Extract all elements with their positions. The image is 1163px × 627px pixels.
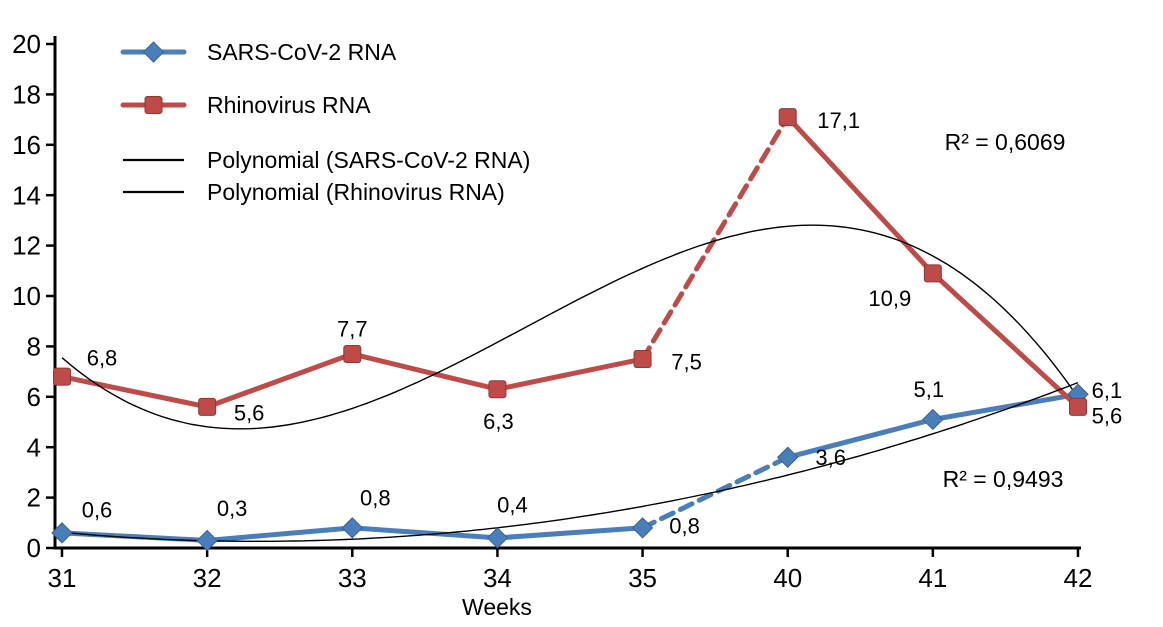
legend-item-label: Rhinovirus RNA [207,92,371,118]
data-point-label-sars-cov-2-rna: 5,1 [914,377,945,402]
data-point-marker-rhinovirus-rna [633,350,652,368]
data-point-marker-rhinovirus-rna [778,108,797,127]
legend-item-sars-cov-2-rna: SARS-CoV-2 RNA [120,39,397,65]
x-axis-tick-label: 40 [773,563,802,593]
data-point-marker-sars-cov-2-rna [486,527,509,549]
data-point-marker-sars-cov-2-rna [922,408,944,431]
data-point-marker-rhinovirus-rna [923,264,942,283]
y-axis-tick-label: 12 [12,231,41,261]
legend-marker-square [144,96,163,114]
y-axis-tick-label: 18 [12,80,41,110]
data-point-label-sars-cov-2-rna: 0,8 [669,514,700,539]
legend-item-polynomial-rhinovirus-rna: Polynomial (Rhinovirus RNA) [123,179,505,205]
data-point-marker-rhinovirus-rna [53,367,71,386]
y-axis-tick-label: 16 [12,130,41,160]
data-point-label-sars-cov-2-rna: 6,1 [1092,378,1123,403]
data-point-label-rhinovirus-rna: 5,6 [234,401,265,426]
series-line-rhinovirus-rna [785,114,1081,410]
legend-item-polynomial-sars-cov-2-rna: Polynomial (SARS-CoV-2 RNA) [123,147,530,173]
series-line-sars-cov-2-rna-dashed [640,454,791,531]
y-axis-tick-label: 10 [12,281,41,311]
r-squared-annotation: R² = 0,9493 [943,466,1064,492]
data-point-label-sars-cov-2-rna: 3,6 [815,445,846,470]
y-axis-tick-label: 4 [27,432,41,462]
x-axis-tick-label: 42 [1064,563,1093,593]
x-axis-title: Weeks [462,594,532,620]
legend-item-label: Polynomial (SARS-CoV-2 RNA) [207,147,530,173]
data-point-label-sars-cov-2-rna: 0,6 [82,498,113,523]
data-point-label-rhinovirus-rna: 6,8 [87,345,118,370]
x-axis-tick-label: 35 [628,563,657,593]
data-point-label-rhinovirus-rna: 6,3 [483,409,514,434]
data-point-label-sars-cov-2-rna: 0,4 [497,493,528,518]
y-axis-tick-label: 8 [27,332,41,362]
data-point-marker-rhinovirus-rna [488,380,507,399]
series-line-rhinovirus-rna-dashed [640,114,791,362]
legend-item-rhinovirus-rna: Rhinovirus RNA [120,92,371,118]
data-point-label-rhinovirus-rna: 10,9 [868,286,911,311]
y-axis-tick-label: 14 [12,180,41,210]
data-point-label-rhinovirus-rna: 7,7 [337,317,368,342]
x-axis-tick-label: 41 [918,563,947,593]
x-axis-tick-label: 32 [193,563,222,593]
y-axis-tick-label: 2 [27,483,41,513]
y-axis-tick-label: 0 [27,533,41,563]
data-point-marker-sars-cov-2-rna [51,522,73,544]
x-axis-tick-label: 31 [48,563,77,593]
data-point-marker-rhinovirus-rna [1068,397,1087,416]
data-point-marker-rhinovirus-rna [343,344,362,363]
data-point-marker-sars-cov-2-rna [341,517,363,539]
y-axis-tick-label: 6 [27,382,41,412]
legend: SARS-CoV-2 RNA Rhinovirus RNA Polynomial (… [120,39,530,205]
data-point-marker-sars-cov-2-rna [776,446,799,468]
data-point-label-sars-cov-2-rna: 0,3 [217,496,248,521]
data-point-label-rhinovirus-rna: 5,6 [1092,404,1123,429]
data-point-label-sars-cov-2-rna: 0,8 [360,486,391,511]
data-point-marker-sars-cov-2-rna [196,529,218,552]
x-axis-tick-label: 34 [483,563,512,593]
trendline-polynomial-sars-cov-2-rna [61,381,1079,542]
r-squared-annotation: R² = 0,6069 [945,129,1066,155]
legend-item-label: Polynomial (Rhinovirus RNA) [207,179,505,205]
legend-marker-diamond [142,41,165,63]
data-point-marker-rhinovirus-rna [198,397,217,416]
y-axis-tick-label: 20 [12,29,41,59]
data-point-marker-sars-cov-2-rna [631,517,654,539]
legend-item-label: SARS-CoV-2 RNA [207,39,397,65]
data-point-label-rhinovirus-rna: 7,5 [671,350,702,375]
x-axis-tick-label: 33 [338,563,367,593]
trendline-polynomial-rhinovirus-rna [61,224,1079,430]
data-point-label-rhinovirus-rna: 17,1 [817,108,860,133]
